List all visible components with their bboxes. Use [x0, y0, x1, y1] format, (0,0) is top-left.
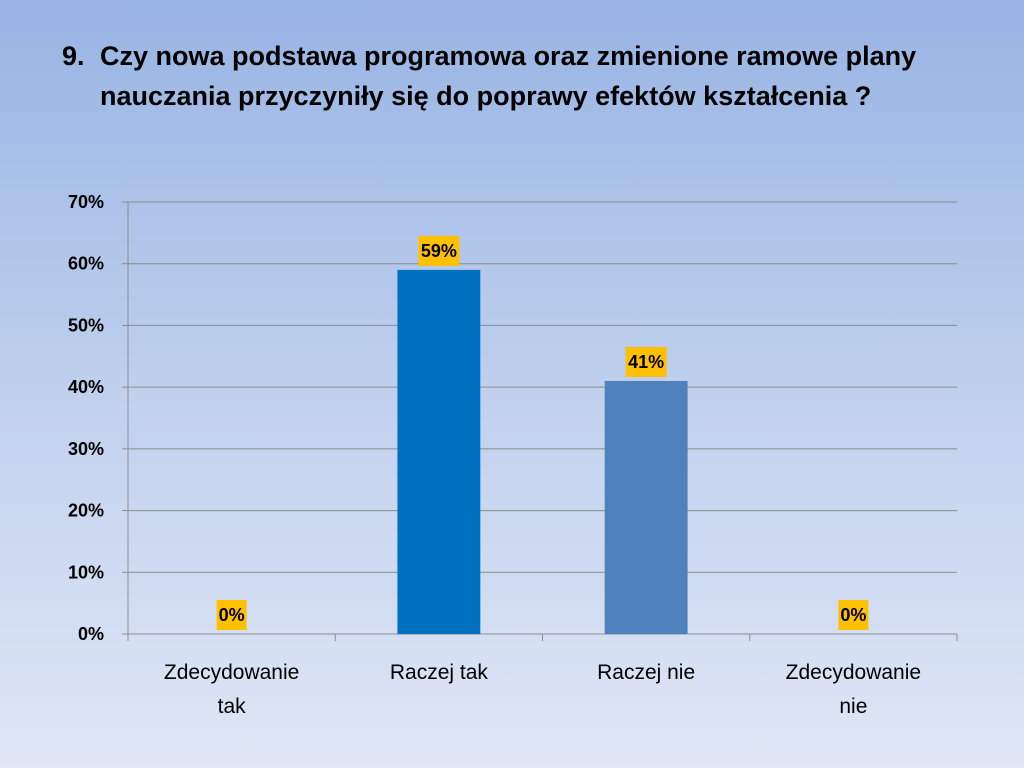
- category-label: Zdecydowanie: [164, 661, 299, 684]
- data-label-box: [216, 600, 247, 630]
- y-tick-label: 30%: [68, 439, 104, 459]
- slide-number: 9.: [62, 41, 85, 71]
- data-label: 0%: [840, 605, 866, 625]
- y-tick-label: 70%: [68, 192, 104, 212]
- y-tick-label: 20%: [68, 501, 104, 521]
- bar: [604, 380, 688, 634]
- data-label-box: [838, 600, 869, 630]
- y-tick-label: 50%: [68, 315, 104, 335]
- y-tick-label: 10%: [68, 562, 104, 582]
- category-label: tak: [218, 695, 247, 718]
- category-label: Zdecydowanie: [786, 661, 921, 684]
- data-label: 59%: [421, 241, 457, 261]
- data-label-box: [418, 235, 460, 266]
- y-tick-label: 40%: [68, 377, 104, 397]
- bar: [397, 269, 481, 634]
- category-label: nie: [839, 695, 867, 718]
- slide-title: 9. Czy nowa podstawa programowa oraz zmi…: [62, 36, 962, 116]
- data-label-box: [625, 346, 667, 377]
- data-label: 41%: [628, 352, 664, 372]
- category-label: Raczej tak: [390, 661, 489, 684]
- category-label: Raczej nie: [597, 661, 695, 684]
- y-tick-label: 60%: [68, 254, 104, 274]
- y-tick-label: 0%: [78, 624, 104, 644]
- slide-question: Czy nowa podstawa programowa oraz zmieni…: [100, 41, 917, 111]
- data-label: 0%: [219, 605, 245, 625]
